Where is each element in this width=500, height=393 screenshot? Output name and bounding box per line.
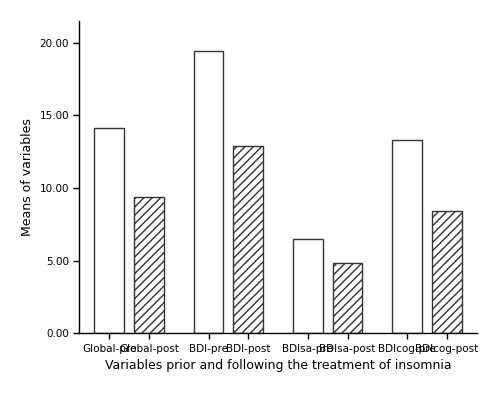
Bar [94, 129, 124, 333]
Bar [234, 146, 263, 333]
Bar [392, 140, 422, 333]
X-axis label: Variables prior and following the treatment of insomnia: Variables prior and following the treatm… [104, 359, 452, 372]
Bar [432, 211, 462, 333]
Bar [194, 51, 224, 333]
Bar [134, 196, 164, 333]
Bar [293, 239, 322, 333]
Bar [332, 263, 362, 333]
Y-axis label: Means of variables: Means of variables [21, 118, 34, 236]
